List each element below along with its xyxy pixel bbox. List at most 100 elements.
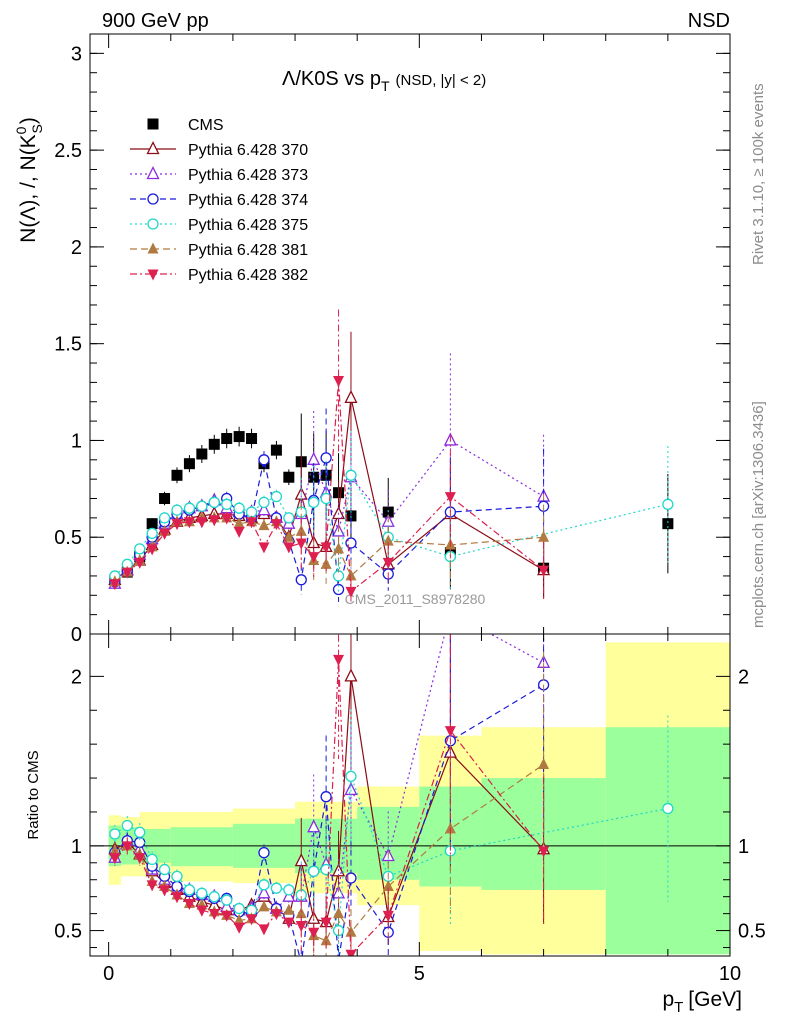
legend-entry-p381: Pythia 6.428 381	[130, 242, 308, 259]
legend-marker-cms	[147, 118, 159, 130]
main-point-p382	[159, 528, 171, 540]
main-point-p382	[196, 517, 208, 529]
legend-entry-p370: Pythia 6.428 370	[130, 141, 308, 159]
ratio-point-p370	[344, 668, 358, 682]
main-point-p382	[382, 557, 394, 569]
x-tick-label: 0	[103, 963, 114, 985]
main-point-p382	[109, 579, 121, 591]
main-point-cms	[208, 438, 220, 450]
main-point-p375	[283, 512, 295, 524]
legend-marker-p374	[147, 193, 159, 205]
main-point-p382	[171, 519, 183, 531]
main-y-tick-label: 2.5	[54, 140, 82, 162]
ratio-point-p381	[283, 903, 295, 915]
legend-label-p375: Pythia 6.428 375	[188, 217, 308, 234]
ratio-point-p382	[345, 949, 357, 956]
ratio-point-p382	[121, 841, 133, 853]
ratio-point-p375	[270, 882, 283, 894]
main-y-tick-label: 1.5	[54, 334, 82, 356]
main-y-tick-label: 1	[71, 430, 82, 452]
legend-label-p374: Pythia 6.428 374	[188, 192, 308, 209]
legend: CMS Pythia 6.428 370 Pythia 6.428 373 Pythi…	[130, 117, 308, 284]
main-point-p382	[345, 586, 357, 598]
ratio-y-tick-label-left: 1	[71, 836, 82, 858]
ratio-point-p375	[121, 819, 133, 832]
legend-label-p370: Pythia 6.428 370	[188, 142, 308, 159]
main-y-label-text: N(Λ), /, N(K	[17, 134, 40, 243]
ratio-point-p382	[258, 924, 270, 936]
main-point-p375	[320, 492, 332, 505]
main-point-p375	[258, 496, 270, 509]
ratio-data-layer	[108, 634, 674, 956]
ratio-point-p374	[345, 872, 357, 884]
ratio-point-p381	[320, 934, 332, 946]
ratio-point-p382	[382, 910, 394, 922]
main-series-p382	[109, 309, 550, 604]
main-point-p375	[171, 504, 183, 516]
x-label-tail: [GeV]	[688, 988, 742, 1011]
main-point-p374	[258, 454, 270, 466]
main-series-line-p381	[114, 517, 544, 583]
axes-layer: 0 5 10 0 0.5 1 1.5 2 2.5 3 0.5 0.5 1 1 2 2	[54, 34, 766, 985]
main-point-p382	[283, 542, 295, 554]
legend-entry-p373: Pythia 6.428 373	[130, 166, 308, 184]
main-y-tick-label: 3	[71, 43, 82, 65]
ratio-point-p375	[283, 884, 295, 896]
legend-entry-p375: Pythia 6.428 375	[130, 217, 308, 234]
main-point-cms	[233, 431, 245, 443]
legend-entry-p382: Pythia 6.428 382	[130, 267, 308, 284]
main-point-p375	[662, 498, 674, 510]
main-point-p373	[307, 451, 321, 465]
main-point-cms	[146, 518, 158, 530]
ratio-point-p374	[258, 846, 270, 859]
legend-marker-p370	[146, 141, 160, 155]
legend-marker-p375	[147, 218, 159, 230]
main-data-layer	[108, 309, 674, 604]
ratio-point-p373	[344, 781, 358, 796]
main-point-cms	[662, 518, 674, 530]
ratio-point-p382	[283, 917, 295, 929]
ratio-point-p373	[257, 885, 271, 899]
main-point-p381	[283, 530, 295, 542]
ratio-y-tick-label-right: 2	[738, 666, 749, 688]
main-y-label-sub: S	[29, 124, 45, 133]
ratio-point-p382	[146, 880, 158, 892]
main-point-p375	[158, 512, 171, 524]
ratio-series-p382	[109, 634, 550, 956]
ratio-point-p374	[320, 791, 332, 803]
main-point-cms	[270, 444, 282, 456]
main-point-p382	[221, 513, 233, 525]
ratio-point-p382	[444, 726, 456, 738]
main-panel-frame	[89, 33, 731, 635]
main-point-p382	[208, 515, 220, 527]
main-point-p370	[344, 389, 358, 404]
ratio-point-p381	[333, 907, 345, 919]
ratio-point-p381	[258, 900, 270, 912]
ratio-y-tick-label-left: 0.5	[54, 921, 82, 943]
ratio-point-p375	[308, 865, 320, 877]
ratio-point-p375	[258, 879, 270, 891]
analysis-watermark: CMS_2011_S8978280	[345, 591, 486, 607]
ratio-point-p382	[295, 920, 307, 932]
main-point-p381	[345, 569, 357, 581]
main-point-p382	[295, 538, 307, 550]
x-label-sub: T	[674, 999, 683, 1016]
main-series-line-p374	[114, 457, 544, 590]
main-series-p375	[109, 430, 674, 593]
ratio-point-p375	[233, 902, 245, 915]
header-right-label: NSD	[688, 10, 730, 32]
ratio-point-p382	[246, 914, 258, 926]
ratio-panel-frame	[89, 633, 731, 957]
ratio-point-p382	[134, 853, 146, 865]
main-point-p374	[320, 452, 332, 464]
chart-title-tail: (NSD, |y| < 2)	[396, 72, 487, 89]
legend-marker-p381	[147, 242, 159, 254]
ratio-point-p375	[196, 887, 208, 899]
ratio-point-p382	[159, 885, 171, 897]
ratio-point-p375	[171, 870, 183, 882]
stat-band	[170, 827, 233, 867]
main-point-p381	[382, 534, 394, 546]
ratio-series-line-p382	[114, 659, 545, 956]
ratio-point-p382	[171, 892, 183, 904]
main-point-cms	[320, 469, 332, 481]
